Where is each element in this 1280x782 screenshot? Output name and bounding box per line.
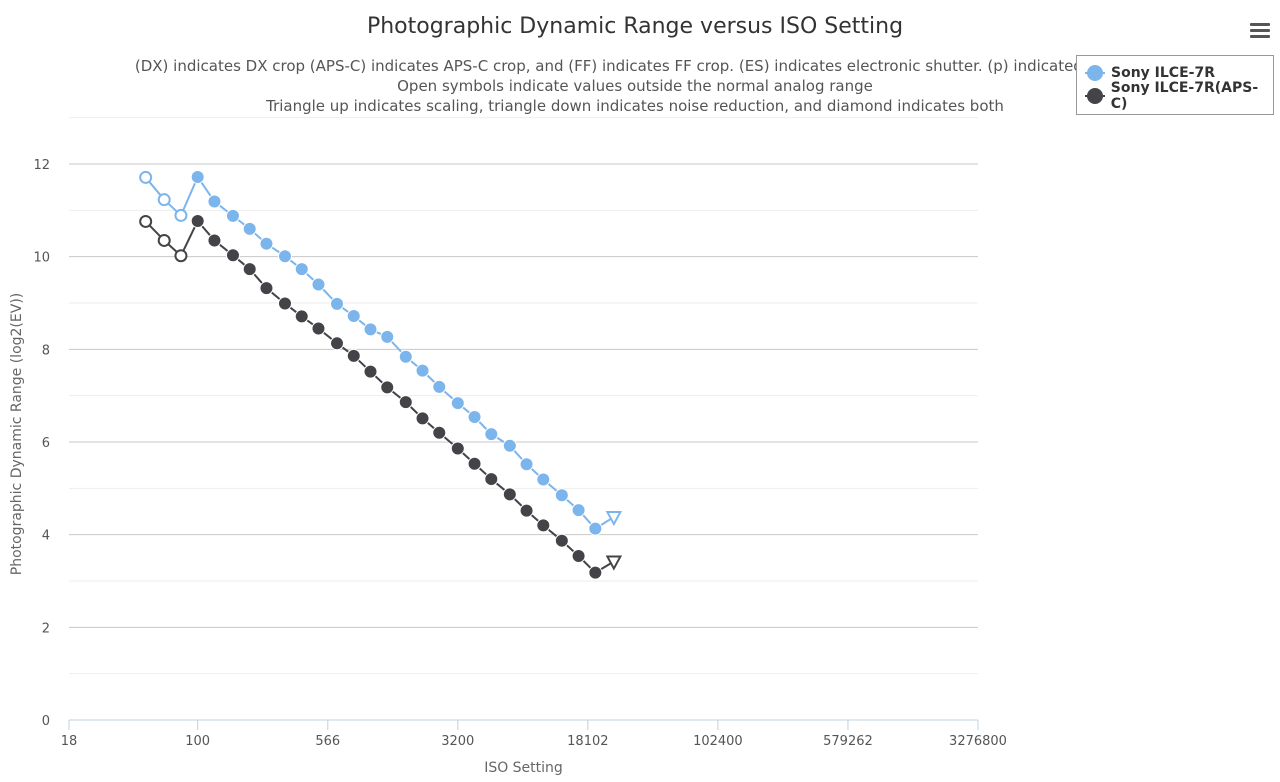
data-point <box>571 503 586 518</box>
data-point <box>519 503 534 518</box>
legend-marker-series-1 <box>1085 63 1105 83</box>
subtitle-line-1: (DX) indicates DX crop (APS-C) indicates… <box>134 57 1136 75</box>
legend-label-series-2: Sony ILCE-7R(APS-C) <box>1110 80 1259 112</box>
data-point-triangle-down <box>605 555 623 571</box>
data-point <box>311 277 326 292</box>
y-tick-label: 2 <box>42 621 50 636</box>
data-point <box>536 472 551 487</box>
data-point <box>294 262 309 277</box>
data-point <box>380 380 395 395</box>
x-tick-label: 100 <box>185 734 210 749</box>
series-line <box>144 175 615 530</box>
data-point-open <box>139 170 153 184</box>
y-tick-label: 0 <box>42 714 50 729</box>
x-tick-label: 18102 <box>567 734 608 749</box>
y-tick-label: 8 <box>42 343 50 358</box>
data-point <box>225 248 240 263</box>
chart-subtitle: (DX) indicates DX crop (APS-C) indicates… <box>60 56 1210 116</box>
data-point <box>346 308 361 323</box>
y-axis-title: Photographic Dynamic Range (log2(EV)) <box>9 293 25 576</box>
x-tick-label: 3276800 <box>949 734 1007 749</box>
data-point <box>432 379 447 394</box>
data-point <box>259 236 274 251</box>
data-point <box>519 457 534 472</box>
data-point <box>190 213 205 228</box>
data-point <box>484 472 499 487</box>
data-point <box>225 208 240 223</box>
data-point <box>502 487 517 502</box>
legend-item-series-1[interactable]: Sony ILCE-7R <box>1085 63 1215 83</box>
series-line <box>144 219 615 574</box>
data-point <box>380 329 395 344</box>
data-point-triangle-down <box>605 511 623 527</box>
legend-label-series-1: Sony ILCE-7R <box>1111 65 1215 81</box>
x-tick-label: 566 <box>315 734 340 749</box>
data-point <box>330 296 345 311</box>
data-point <box>398 349 413 364</box>
hamburger-menu-icon[interactable] <box>1244 20 1276 46</box>
x-tick-label: 18 <box>61 734 78 749</box>
data-point <box>259 281 274 296</box>
data-point <box>432 425 447 440</box>
data-point <box>536 518 551 533</box>
chart-legend: Sony ILCE-7R Sony ILCE-7R(APS-C) <box>1076 55 1274 115</box>
data-point <box>277 296 292 311</box>
data-point <box>207 194 222 209</box>
data-point <box>450 396 465 411</box>
data-point <box>554 533 569 548</box>
data-point <box>346 348 361 363</box>
series-1 <box>139 169 623 536</box>
data-point <box>415 363 430 378</box>
legend-item-series-2[interactable]: Sony ILCE-7R(APS-C) <box>1085 80 1273 112</box>
data-point <box>467 409 482 424</box>
data-point <box>415 411 430 426</box>
data-point <box>311 321 326 336</box>
data-point <box>294 309 309 324</box>
x-axis-title: ISO Setting <box>484 760 563 776</box>
data-point <box>277 249 292 264</box>
data-point <box>450 441 465 456</box>
data-point-open <box>174 249 188 263</box>
data-point-open <box>174 208 188 222</box>
data-point <box>207 233 222 248</box>
y-tick-label: 6 <box>42 436 50 451</box>
chart-title: Photographic Dynamic Range versus ISO Se… <box>366 14 904 39</box>
data-point <box>190 169 205 184</box>
data-point-open <box>139 214 153 228</box>
data-point <box>554 488 569 503</box>
data-point <box>330 336 345 351</box>
series-2 <box>139 213 623 580</box>
x-tick-label: 579262 <box>823 734 873 749</box>
y-tick-label: 10 <box>33 251 50 266</box>
data-point <box>363 322 378 337</box>
data-point <box>242 262 257 277</box>
legend-marker-series-2 <box>1085 86 1105 106</box>
x-tick-label: 3200 <box>441 734 474 749</box>
data-point <box>467 456 482 471</box>
y-tick-label: 12 <box>33 158 50 173</box>
data-point <box>588 521 603 536</box>
subtitle-line-2: Open symbols indicate values outside the… <box>397 77 873 95</box>
data-point <box>588 565 603 580</box>
data-point <box>571 548 586 563</box>
data-point <box>484 427 499 442</box>
data-point <box>363 364 378 379</box>
x-tick-label: 102400 <box>693 734 743 749</box>
subtitle-line-3: Triangle up indicates scaling, triangle … <box>266 97 1004 115</box>
data-point-open <box>157 233 171 247</box>
data-point-open <box>157 193 171 207</box>
data-point <box>502 438 517 453</box>
data-point <box>398 395 413 410</box>
y-tick-label: 4 <box>42 529 50 544</box>
data-point <box>242 221 257 236</box>
